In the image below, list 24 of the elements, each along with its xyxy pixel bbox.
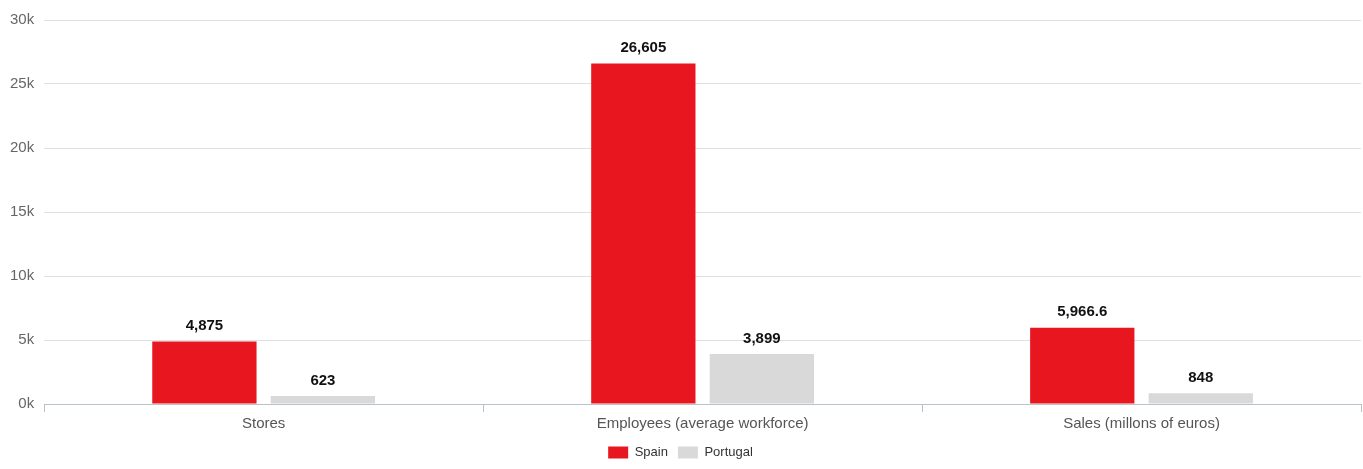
bar	[270, 396, 376, 404]
y-tick-label: 25k	[10, 74, 35, 92]
data-label: 3,899	[743, 328, 781, 346]
y-tick-label: 0k	[18, 394, 35, 412]
legend-label: Portugal	[704, 444, 753, 460]
bar	[152, 341, 257, 404]
data-label: 623	[310, 370, 336, 388]
y-tick-label: 20k	[10, 138, 35, 156]
legend-label: Spain	[634, 444, 668, 460]
bar	[1030, 327, 1135, 404]
data-label: 4,875	[185, 316, 224, 334]
data-label: 26,605	[620, 38, 667, 56]
bar	[591, 63, 696, 404]
y-tick-label: 15k	[10, 202, 35, 220]
bar	[1148, 393, 1253, 404]
data-label: 848	[1188, 367, 1214, 385]
y-tick-label: 5k	[18, 330, 35, 348]
bar	[709, 354, 814, 404]
x-tick-label: Employees (average workforce)	[596, 414, 809, 432]
data-label: 5,966.6	[1057, 302, 1108, 320]
x-tick-label: Stores	[241, 414, 286, 432]
y-tick-label: 10k	[10, 266, 35, 284]
x-tick-label: Sales (millons of euros)	[1063, 414, 1220, 432]
y-tick-label: 30k	[10, 10, 35, 28]
